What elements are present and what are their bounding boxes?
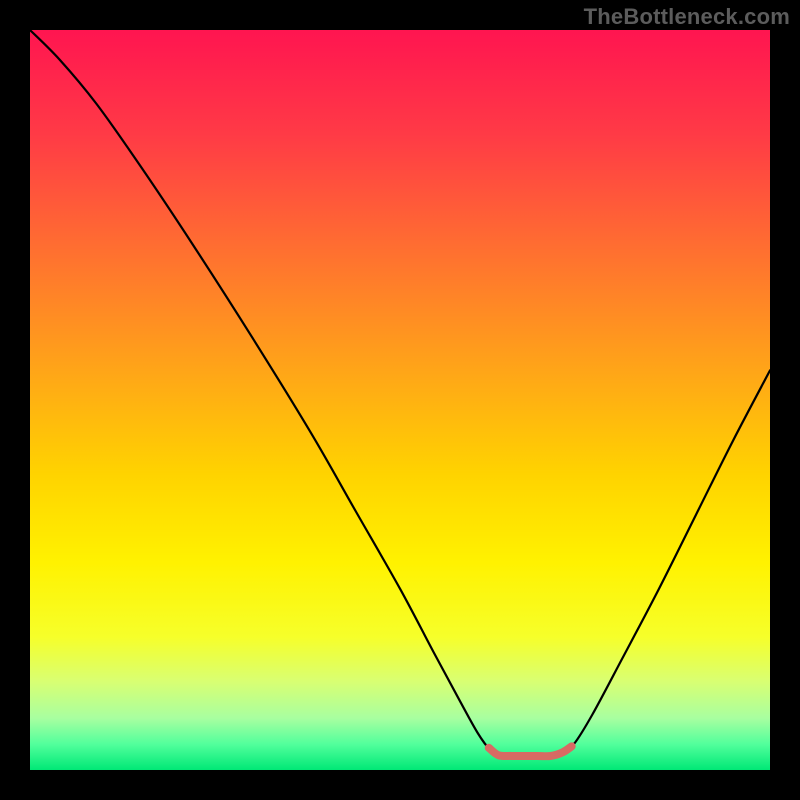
bottleneck-chart — [0, 0, 800, 800]
watermark-label: TheBottleneck.com — [584, 4, 790, 30]
plot-gradient-area — [30, 30, 770, 770]
chart-container: TheBottleneck.com — [0, 0, 800, 800]
